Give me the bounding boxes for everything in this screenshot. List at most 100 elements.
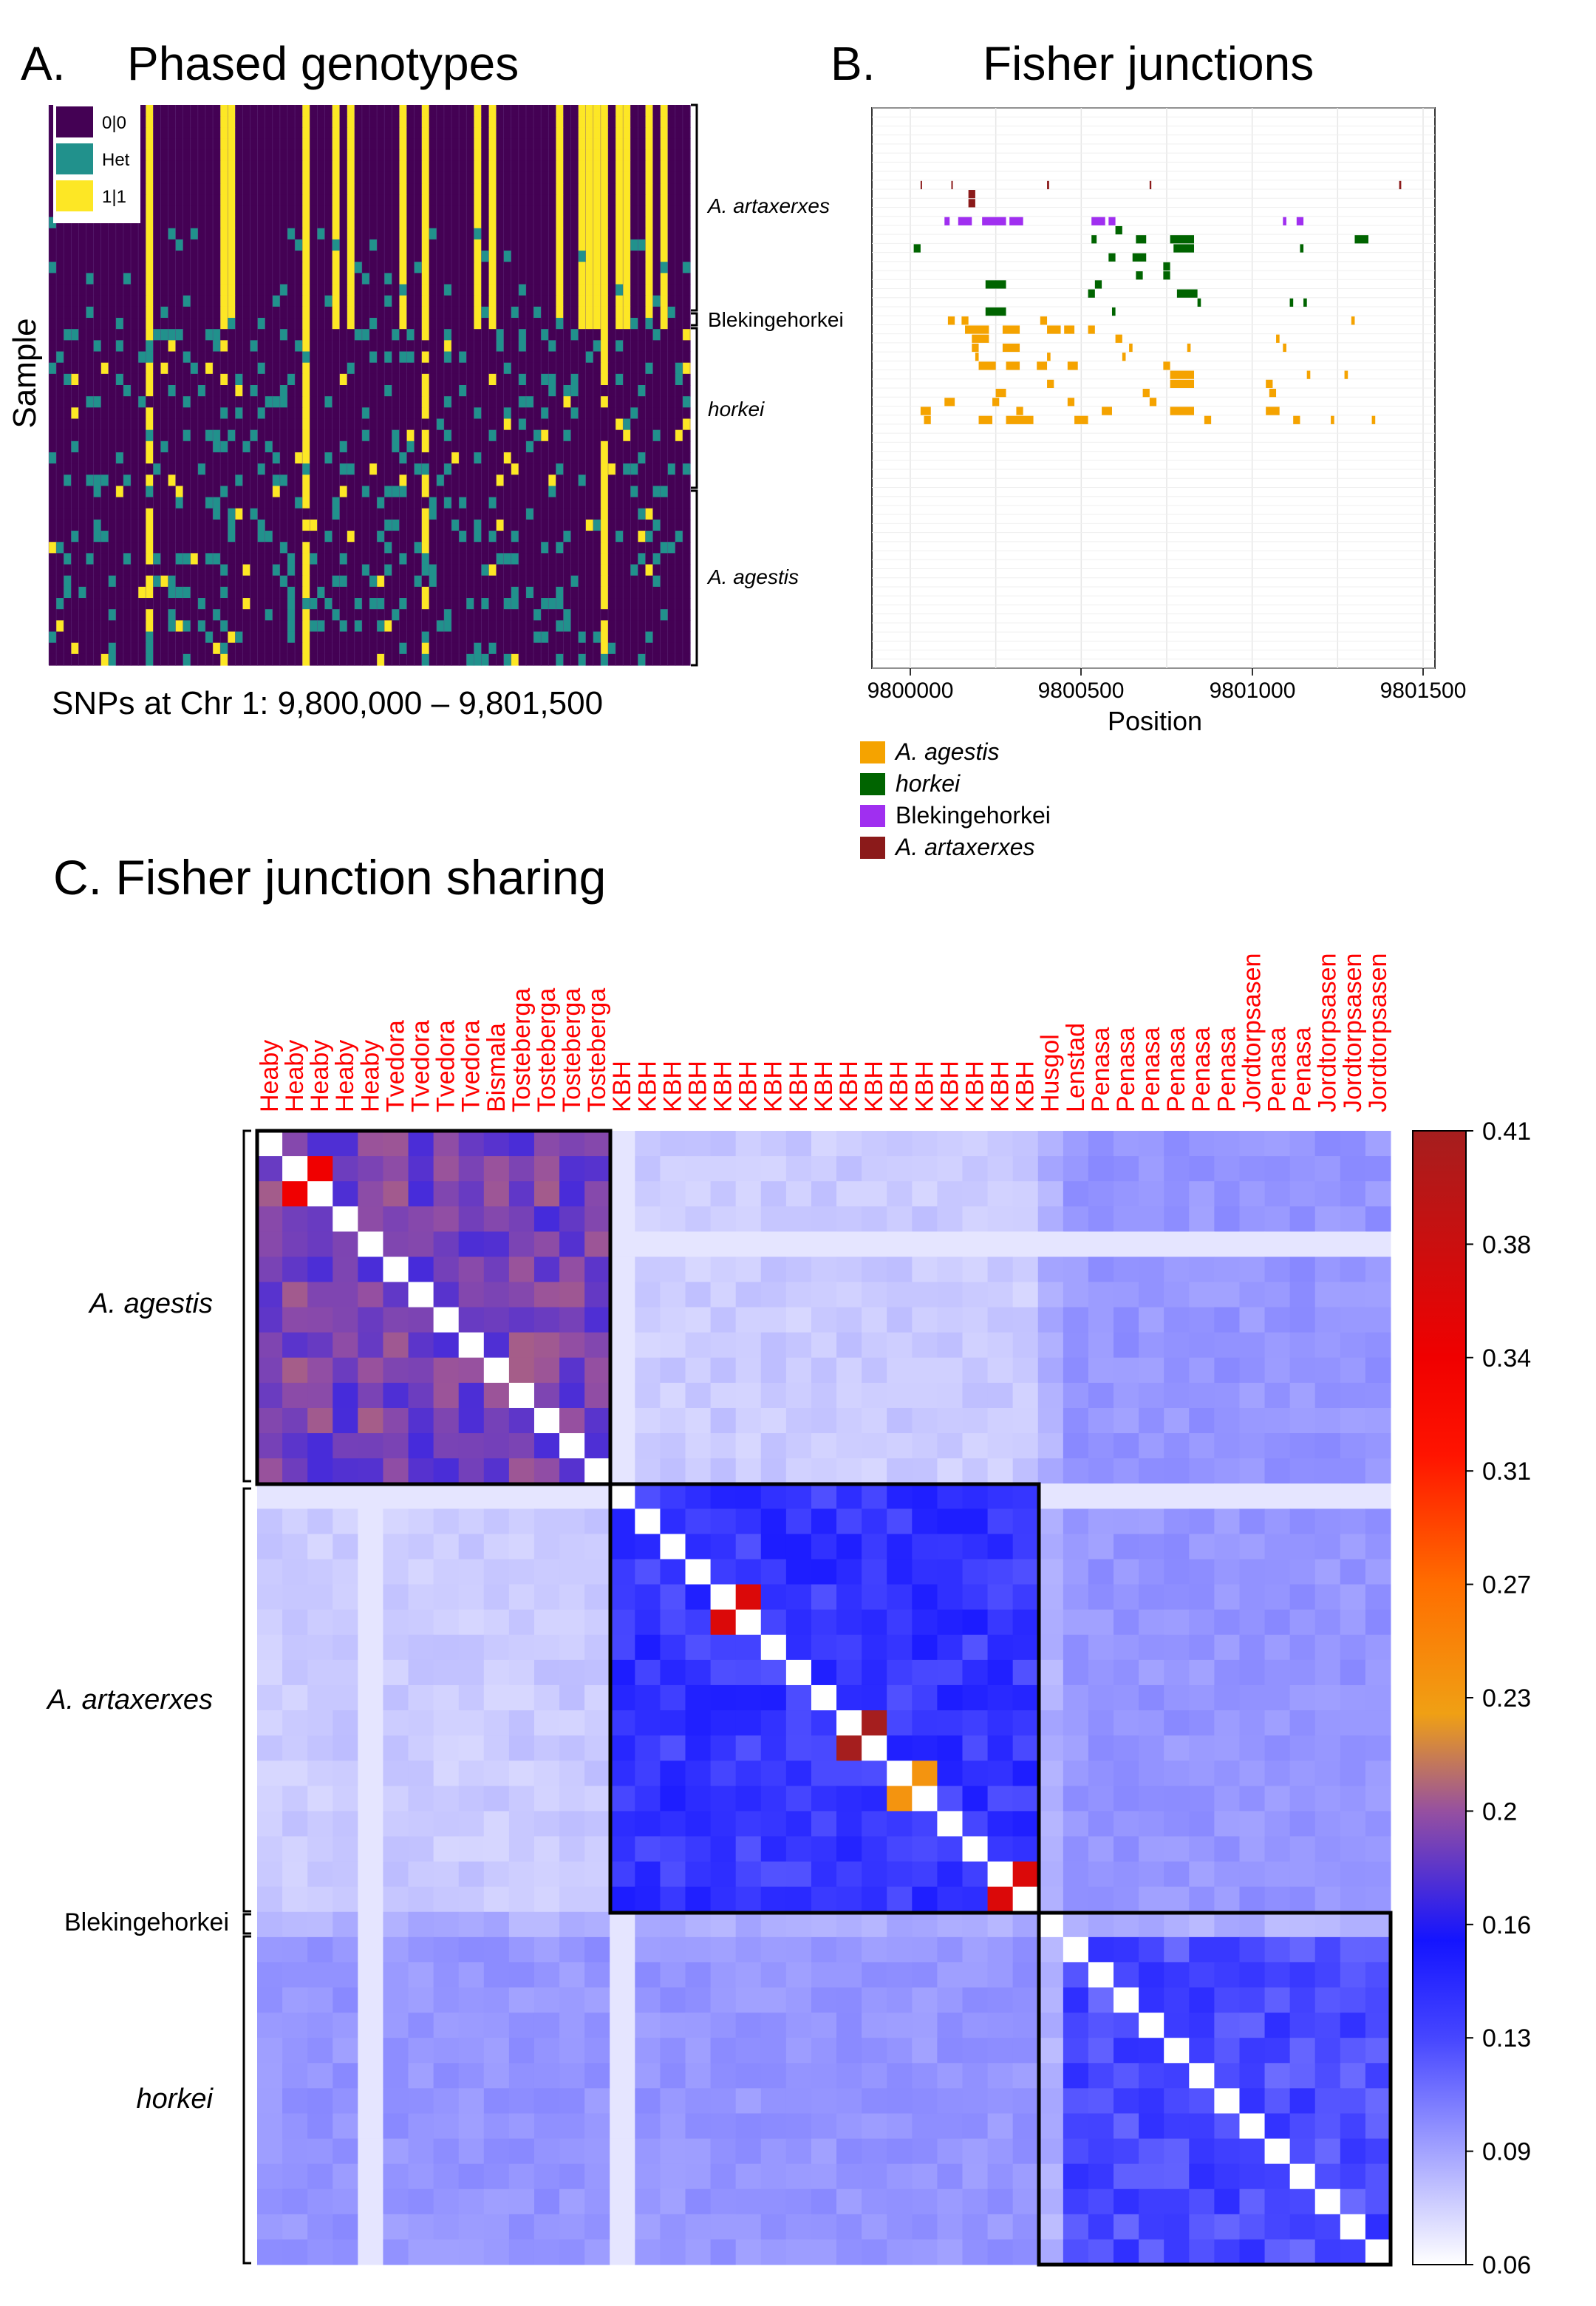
genotype-cell [310,183,318,195]
genotype-cell [503,306,512,319]
genotype-cell [623,429,631,442]
genotype-cell [242,239,251,251]
genotype-cell [190,531,199,543]
genotype-cell [168,183,177,195]
genotype-cell [160,463,169,475]
genotype-cell [86,306,95,319]
genotype-cell [607,351,616,364]
genotype-cell [488,251,497,262]
genotype-cell [183,318,191,330]
genotype-cell [578,620,587,633]
genotype-cell [64,609,72,621]
genotype-cell [108,620,117,633]
genotype-cell [242,452,251,464]
genotype-cell [183,239,191,251]
genotype-cell [205,429,214,442]
genotype-cell [525,564,534,576]
genotype-cell [279,631,288,644]
genotype-cell [578,127,587,140]
genotype-cell [556,362,565,375]
genotype-cell [197,575,206,588]
sharing-cell [584,1256,610,1283]
genotype-cell [324,194,333,207]
genotype-cell [533,251,542,262]
sharing-cell [1189,1282,1215,1308]
genotype-cell [414,575,423,588]
genotype-cell [459,598,467,610]
genotype-cell [272,138,281,151]
genotype-cell [533,463,542,475]
genotype-cell [153,553,161,565]
genotype-cell [295,205,303,218]
genotype-cell [615,318,624,330]
sharing-cell [1365,1307,1391,1333]
genotype-cell [638,642,647,655]
genotype-cell [272,340,281,353]
genotype-cell [392,564,400,576]
genotype-cell [361,452,370,464]
sharing-cell [1037,1256,1064,1283]
sharing-column-label: Tosteberga [558,988,586,1112]
genotype-cell [160,205,169,218]
genotype-cell [623,329,631,341]
genotype-cell [138,519,146,531]
genotype-cell [339,531,348,543]
genotype-cell [496,519,505,531]
genotype-cell [607,171,616,184]
genotype-cell [384,598,392,610]
genotype-cell [279,251,288,262]
genotype-cell [235,351,244,364]
genotype-cell [347,251,355,262]
genotype-cell [168,642,177,655]
sharing-cell [559,1307,585,1333]
genotype-cell [459,609,467,621]
genotype-cell [675,429,683,442]
genotype-cell [265,407,273,420]
genotype-cell [257,116,266,128]
genotype-cell [56,396,64,408]
genotype-cell [377,138,385,151]
genotype-cell [667,620,676,633]
genotype-cell [451,486,460,498]
genotype-cell [421,463,430,475]
genotype-cell [108,306,117,319]
genotype-cell [660,586,669,599]
genotype-cell [347,519,355,531]
genotype-cell [533,631,542,644]
sharing-cell [735,1231,762,1257]
genotype-cell [123,609,132,621]
sharing-cell [912,1206,938,1232]
genotype-cell [615,194,624,207]
genotype-cell [511,609,519,621]
genotype-cell [474,452,482,464]
genotype-cell [570,194,579,207]
genotype-cell [250,138,259,151]
genotype-cell [645,598,654,610]
genotype-cell [361,396,370,408]
genotype-cell [213,171,221,184]
genotype-cell [488,531,497,543]
genotype-cell [228,452,236,464]
genotype-cell [414,631,423,644]
genotype-cell [518,407,527,420]
genotype-cell [518,251,527,262]
sharing-cell [483,1181,510,1207]
genotype-cell [146,105,154,117]
genotype-cell [265,105,273,117]
genotype-cell [153,340,161,353]
sharing-cell [458,1206,485,1232]
genotype-cell [548,463,556,475]
genotype-cell [56,284,64,296]
genotype-cell [257,564,266,576]
genotype-cell [443,284,452,296]
genotype-cell [175,508,184,520]
genotype-cell [481,385,490,397]
genotype-cell [213,452,221,464]
genotype-cell [533,194,542,207]
genotype-cell [645,251,654,262]
genotype-cell [86,531,95,543]
genotype-cell [451,598,460,610]
genotype-cell [578,160,587,173]
genotype-cell [377,194,385,207]
genotype-cell [332,575,341,588]
